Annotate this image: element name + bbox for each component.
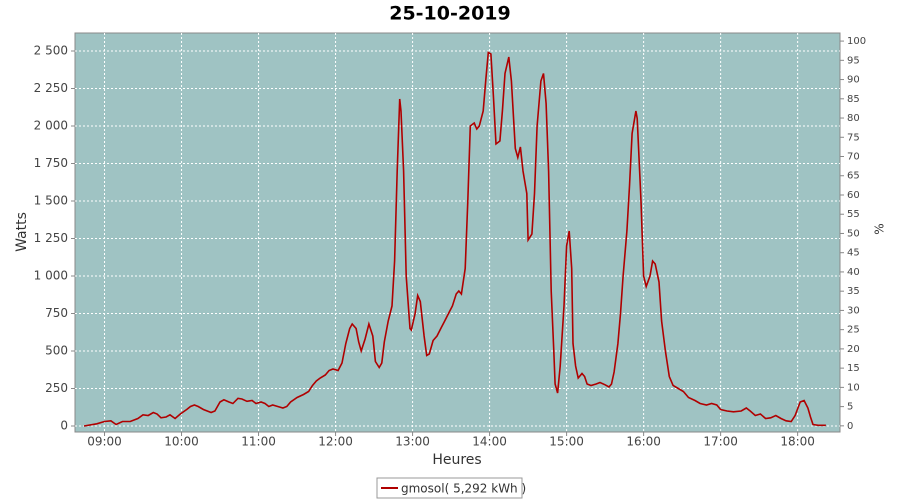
y-tick-label: 1 250: [34, 231, 68, 245]
y2-tick-label: 40: [847, 267, 860, 278]
y-tick-label: 0: [60, 419, 68, 433]
y2-tick-label: 85: [847, 94, 860, 105]
y2-tick-label: 70: [847, 152, 860, 163]
y2-tick-label: 15: [847, 363, 860, 374]
y2-axis-label: %: [873, 223, 887, 234]
x-tick-label: 10:00: [164, 435, 199, 449]
y2-tick-label: 45: [847, 248, 860, 259]
plot-area: [74, 32, 841, 433]
x-axis-label: Heures: [432, 452, 481, 468]
y-tick-label: 1 750: [34, 156, 68, 170]
legend-label: gmosol( 5,292 kWh ): [401, 482, 526, 496]
x-tick-label: 11:00: [241, 435, 276, 449]
y-tick-label: 1 000: [34, 269, 68, 283]
x-tick-label: 12:00: [318, 435, 353, 449]
x-tick-label: 18:00: [780, 435, 815, 449]
x-tick-label: 15:00: [549, 435, 584, 449]
y-tick-label: 2 000: [34, 119, 68, 133]
data-line: [83, 51, 826, 427]
x-tick-label: 14:00: [472, 435, 507, 449]
y2-tick-label: 65: [847, 171, 860, 182]
y-tick-label: 500: [45, 344, 68, 358]
y2-tick-label: 90: [847, 75, 860, 86]
chart-title: 25-10-2019: [389, 3, 511, 25]
y2-tick-label: 20: [847, 344, 860, 355]
y2-tick-label: 0: [847, 421, 853, 432]
x-tick-label: 13:00: [395, 435, 430, 449]
y-axis-label: Watts: [14, 212, 30, 252]
y2-tick-label: 30: [847, 305, 860, 316]
y2-tick-label: 50: [847, 228, 860, 239]
y2-tick-label: 95: [847, 55, 860, 66]
y-tick-label: 2 250: [34, 81, 68, 95]
y2-tick-label: 5: [847, 402, 853, 413]
y-tick-label: 750: [45, 306, 68, 320]
y-tick-label: 2 500: [34, 44, 68, 58]
y2-tick-label: 25: [847, 325, 860, 336]
y-tick-label: 250: [45, 381, 68, 395]
x-tick-label: 16:00: [626, 435, 661, 449]
y2-tick-label: 75: [847, 132, 860, 143]
y2-tick-label: 35: [847, 286, 860, 297]
y2-tick-label: 80: [847, 113, 860, 124]
y2-tick-label: 100: [847, 36, 866, 47]
y-tick-label: 1 500: [34, 194, 68, 208]
y2-tick-label: 60: [847, 190, 860, 201]
y2-tick-label: 55: [847, 209, 860, 220]
y2-tick-label: 10: [847, 382, 860, 393]
legend: [376, 477, 523, 499]
x-tick-label: 17:00: [703, 435, 738, 449]
x-tick-label: 09:00: [87, 435, 122, 449]
